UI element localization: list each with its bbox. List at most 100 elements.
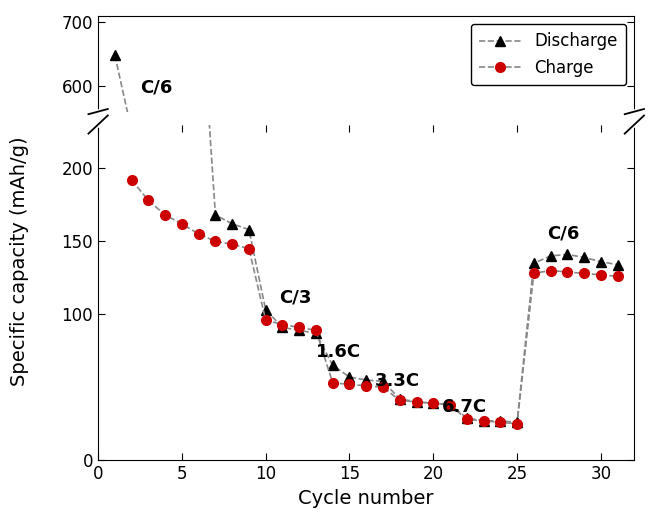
X-axis label: Cycle number: Cycle number xyxy=(298,488,434,508)
Charge xyxy=(262,405,269,412)
Charge xyxy=(161,212,169,218)
Charge xyxy=(530,385,538,391)
Charge xyxy=(279,407,286,413)
Charge xyxy=(211,238,219,244)
Text: C/6: C/6 xyxy=(140,78,173,96)
Discharge xyxy=(329,425,337,431)
Discharge xyxy=(329,362,337,369)
Discharge xyxy=(228,363,236,369)
Discharge xyxy=(262,307,269,313)
Discharge xyxy=(564,377,572,383)
Charge xyxy=(312,327,320,334)
Discharge xyxy=(429,400,437,406)
Discharge xyxy=(580,254,588,260)
Line: Discharge: Discharge xyxy=(110,51,623,458)
Charge xyxy=(362,383,370,389)
Charge xyxy=(564,269,572,275)
Discharge xyxy=(463,448,471,454)
Charge xyxy=(262,317,269,323)
Charge xyxy=(479,449,487,456)
Charge xyxy=(396,397,404,404)
Charge xyxy=(547,267,555,274)
Charge xyxy=(580,385,588,391)
Discharge xyxy=(262,401,269,407)
Charge xyxy=(329,433,337,439)
Charge xyxy=(496,450,504,456)
Charge xyxy=(128,177,135,183)
Discharge xyxy=(530,260,538,266)
Discharge xyxy=(211,359,219,366)
Charge xyxy=(228,372,236,378)
Discharge xyxy=(547,253,555,259)
Charge xyxy=(228,241,236,247)
Charge xyxy=(413,441,421,447)
Charge xyxy=(446,402,454,408)
Discharge xyxy=(513,419,521,425)
Charge xyxy=(479,418,487,424)
Discharge xyxy=(345,430,353,436)
Discharge xyxy=(345,374,353,380)
Charge xyxy=(161,359,169,366)
Discharge xyxy=(496,418,504,424)
Charge xyxy=(580,270,588,277)
Charge xyxy=(463,416,471,423)
Discharge xyxy=(379,432,387,438)
Discharge xyxy=(564,252,572,258)
Discharge xyxy=(530,380,538,386)
Discharge xyxy=(195,249,203,255)
Charge xyxy=(245,245,253,252)
Discharge xyxy=(479,418,487,424)
Discharge xyxy=(161,191,169,198)
Discharge xyxy=(413,441,421,447)
Text: 6.7C: 6.7C xyxy=(441,398,487,416)
Discharge xyxy=(362,431,370,438)
Charge xyxy=(145,353,152,359)
Text: C/3: C/3 xyxy=(279,289,311,306)
Charge xyxy=(463,449,471,455)
Line: Charge: Charge xyxy=(127,342,623,459)
Discharge xyxy=(580,378,588,384)
Line: Discharge: Discharge xyxy=(110,0,623,427)
Discharge xyxy=(496,449,504,456)
Legend: Discharge, Charge: Discharge, Charge xyxy=(471,24,626,85)
Charge xyxy=(513,420,521,427)
Charge xyxy=(195,368,203,374)
Text: 1.6C: 1.6C xyxy=(316,343,361,361)
Charge xyxy=(513,450,521,457)
Discharge xyxy=(446,402,454,408)
Charge xyxy=(396,440,404,447)
Charge xyxy=(312,410,320,416)
Discharge xyxy=(228,221,236,227)
Discharge xyxy=(446,442,454,449)
Charge xyxy=(413,399,421,405)
Discharge xyxy=(597,380,605,386)
Charge xyxy=(329,380,337,386)
Discharge xyxy=(295,410,303,416)
Discharge xyxy=(312,411,320,417)
Charge xyxy=(429,400,437,406)
Discharge xyxy=(396,440,404,446)
Charge xyxy=(613,273,621,279)
Discharge xyxy=(279,324,286,331)
Charge xyxy=(597,385,605,392)
Discharge xyxy=(279,408,286,415)
Charge xyxy=(446,442,454,449)
Discharge xyxy=(362,377,370,383)
Charge xyxy=(295,408,303,415)
Discharge xyxy=(613,262,621,268)
Text: Specific capacity (mAh/g): Specific capacity (mAh/g) xyxy=(10,137,29,386)
Discharge xyxy=(613,381,621,387)
Charge xyxy=(613,386,621,392)
Discharge xyxy=(463,415,471,421)
Discharge xyxy=(145,160,152,166)
Discharge xyxy=(413,399,421,405)
Discharge xyxy=(178,227,186,233)
Charge xyxy=(279,321,286,327)
Charge xyxy=(345,381,353,388)
Discharge xyxy=(379,378,387,384)
Charge xyxy=(145,197,152,203)
Discharge xyxy=(245,226,253,233)
Text: C/6: C/6 xyxy=(547,224,579,242)
Charge xyxy=(379,384,387,390)
Discharge xyxy=(312,330,320,336)
